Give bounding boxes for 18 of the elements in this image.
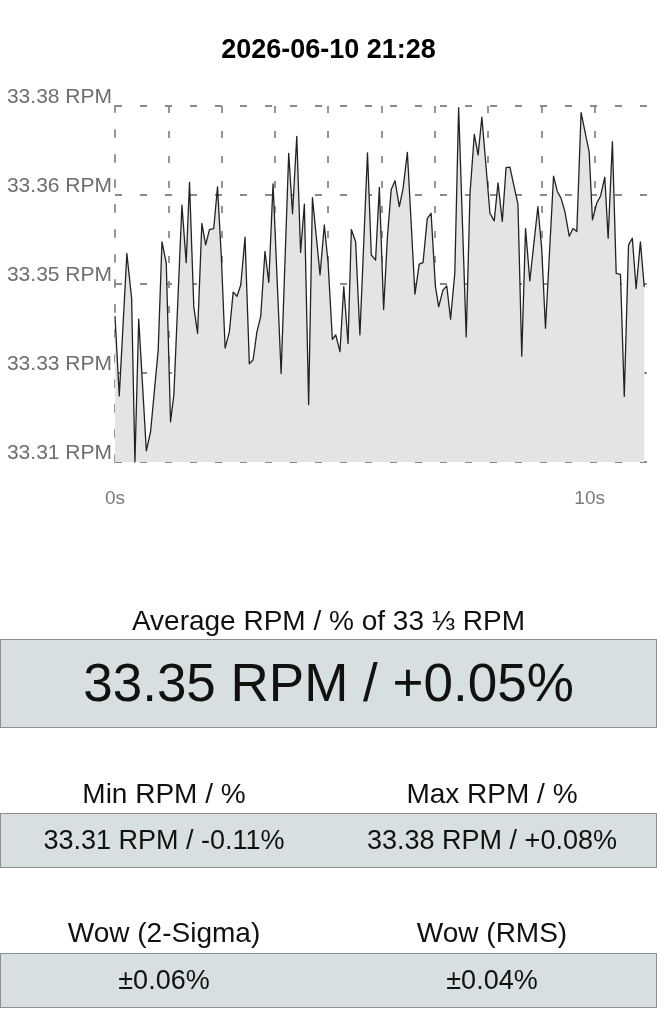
y-tick-label: 33.36 RPM <box>6 173 112 196</box>
text: 33.31 RPM / -0.11% <box>43 824 285 855</box>
text: ±0.06% <box>118 964 210 995</box>
y-tick-label: 33.31 RPM <box>6 440 112 463</box>
category-label: Min RPM / % <box>82 777 246 811</box>
y-tick-label: 33.38 RPM <box>6 84 112 107</box>
category-label: Wow (2-Sigma) <box>67 916 261 950</box>
y-tick-label: 33.33 RPM <box>6 351 112 374</box>
text: ±0.04% <box>446 964 538 995</box>
x-tick-label: 0s <box>104 487 126 508</box>
category-label: Average RPM / % of 33 ⅓ RPM <box>131 604 526 638</box>
text: 33.38 RPM / +0.08% <box>367 824 617 855</box>
y-tick-label: 33.35 RPM <box>6 262 112 285</box>
x-tick-label: 10s <box>574 487 605 508</box>
chart-title: 2026-06-10 21:28 <box>221 33 436 64</box>
category-label: Wow (RMS) <box>416 916 568 950</box>
text: 33.35 RPM / +0.05% <box>83 653 574 713</box>
category-label: Max RPM / % <box>406 777 578 811</box>
